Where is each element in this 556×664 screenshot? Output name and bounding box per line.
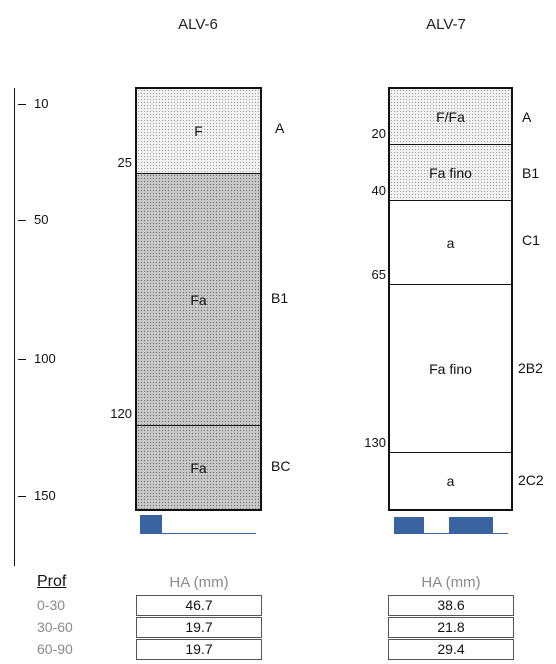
- horizon-label: A: [522, 109, 532, 125]
- ha-cell-alv7: 29.4: [388, 639, 514, 660]
- ha-header-alv7: HA (mm): [421, 574, 481, 591]
- horizon-label: BC: [271, 458, 291, 474]
- boundary-depth: 130: [364, 435, 386, 450]
- ha-cell-alv6: 19.7: [136, 639, 262, 660]
- layer-texture-label: Fa fino: [429, 164, 472, 181]
- ha-cell-alv7: 21.8: [388, 617, 514, 638]
- water-bar: [140, 515, 162, 534]
- layer-alv7-4: Fa fino: [390, 285, 511, 453]
- layer-texture-label: Fa: [190, 459, 207, 476]
- layer-alv6-1: F: [137, 89, 260, 174]
- boundary-depth: 65: [371, 267, 386, 282]
- layer-texture-label: F/Fa: [436, 108, 465, 125]
- column-title-alv6: ALV-6: [178, 16, 218, 33]
- horizon-label: 2C2: [518, 472, 544, 488]
- layer-texture-label: Fa fino: [429, 360, 472, 377]
- prof-range: 30-60: [37, 619, 73, 635]
- layer-alv6-2: Fa: [137, 174, 260, 426]
- ha-cell-alv6: 19.7: [136, 617, 262, 638]
- horizon-label: B1: [271, 290, 289, 306]
- depth-tick: 10: [18, 96, 48, 111]
- ha-cell-alv6: 46.7: [136, 595, 262, 616]
- water-bar: [394, 517, 424, 534]
- layer-texture-label: a: [446, 234, 455, 251]
- ha-header-alv6: HA (mm): [169, 574, 229, 591]
- prof-range: 0-30: [37, 597, 66, 613]
- prof-range: 60-90: [37, 641, 73, 657]
- profile-alv6: F Fa Fa: [135, 87, 262, 511]
- layer-alv7-3: a: [390, 201, 511, 285]
- depth-tick: 150: [18, 488, 56, 503]
- boundary-depth: 120: [110, 406, 132, 421]
- water-bar-baseline: [394, 533, 508, 534]
- layer-texture-label: a: [446, 473, 455, 489]
- boundary-depth: 25: [117, 155, 132, 170]
- boundary-depth: 40: [371, 183, 386, 198]
- water-bar: [449, 517, 493, 534]
- depth-scale-axis: [14, 88, 15, 566]
- layer-alv7-2: Fa fino: [390, 145, 511, 201]
- boundary-depth: 20: [371, 126, 386, 141]
- profile-alv7: F/Fa Fa fino a Fa fino a: [388, 87, 513, 511]
- horizon-label: C1: [522, 232, 540, 248]
- ha-cell-alv7: 38.6: [388, 595, 514, 616]
- water-bar-baseline: [140, 533, 256, 534]
- depth-tick: 100: [18, 351, 56, 366]
- horizon-label: B1: [522, 165, 540, 181]
- layer-alv7-5: a: [390, 453, 511, 509]
- horizon-label: 2B2: [518, 360, 543, 376]
- horizon-label: A: [275, 120, 285, 136]
- layer-alv7-1: F/Fa: [390, 89, 511, 145]
- column-title-alv7: ALV-7: [426, 16, 466, 33]
- layer-alv6-3: Fa: [137, 426, 260, 509]
- depth-tick: 50: [18, 212, 48, 227]
- prof-header: Prof: [37, 573, 67, 590]
- layer-texture-label: Fa: [190, 291, 207, 308]
- layer-texture-label: F: [194, 123, 203, 139]
